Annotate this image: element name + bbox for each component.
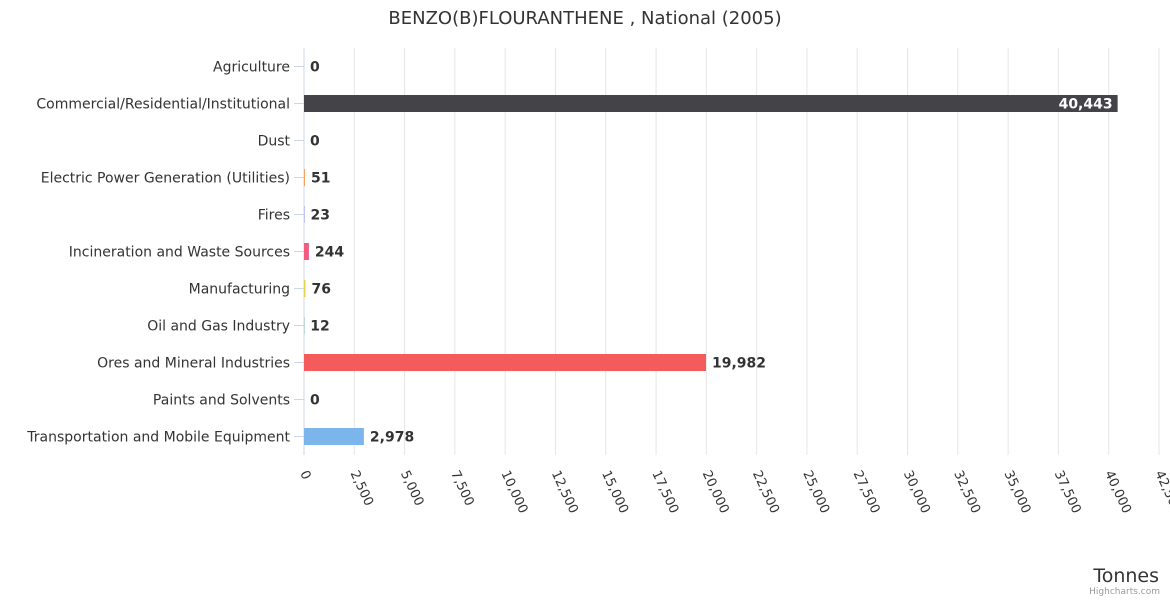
data-label: 0 xyxy=(310,393,320,409)
x-tick-label: 30,000 xyxy=(900,468,933,516)
category-label: Fires xyxy=(258,208,290,224)
data-label: 51 xyxy=(311,171,330,187)
bar[interactable] xyxy=(304,354,706,371)
data-label: 76 xyxy=(312,282,331,298)
bar[interactable] xyxy=(304,169,306,186)
data-label: 12 xyxy=(310,319,329,335)
x-tick-label: 32,500 xyxy=(950,468,983,516)
x-tick-label: 27,500 xyxy=(850,468,883,516)
bar[interactable] xyxy=(304,428,364,445)
credits-link[interactable]: Highcharts.com xyxy=(1089,587,1160,597)
category-label: Agriculture xyxy=(213,60,290,76)
category-label: Oil and Gas Industry xyxy=(147,319,290,335)
category-label: Incineration and Waste Sources xyxy=(69,245,290,261)
data-label: 40,443 xyxy=(1059,97,1113,113)
x-tick-label: 40,000 xyxy=(1101,468,1134,516)
data-label: 2,978 xyxy=(370,430,414,446)
category-label: Manufacturing xyxy=(189,282,290,298)
x-tick-label: 35,000 xyxy=(1000,468,1033,516)
x-tick-label: 20,000 xyxy=(699,468,732,516)
data-label: 23 xyxy=(310,208,329,224)
x-tick-label: 17,500 xyxy=(648,468,681,516)
x-tick-label: 22,500 xyxy=(749,468,782,516)
bar[interactable] xyxy=(304,95,1118,112)
category-labels: Agriculture Commercial/Residential/Instit… xyxy=(26,60,304,446)
x-tick-label: 7,500 xyxy=(447,468,476,508)
x-tick-label: 12,500 xyxy=(548,468,581,516)
category-label: Ores and Mineral Industries xyxy=(97,356,290,372)
category-label: Dust xyxy=(258,134,291,150)
x-axis-tick-labels: 0 2,500 5,000 7,500 10,000 12,500 15,000 17,500… xyxy=(296,468,1170,516)
data-label: 0 xyxy=(310,60,320,76)
chart-title: BENZO(B)FLOURANTHENE , National (2005) xyxy=(388,8,781,29)
category-label: Commercial/Residential/Institutional xyxy=(36,97,290,113)
x-tick-label: 2,500 xyxy=(347,468,376,508)
x-tick-label: 10,000 xyxy=(498,468,531,516)
data-label: 0 xyxy=(310,134,320,150)
data-label: 244 xyxy=(315,245,344,261)
x-tick-label: 0 xyxy=(296,468,313,482)
x-tick-label: 42,500 xyxy=(1151,468,1170,516)
value-axis-title: Tonnes xyxy=(1092,565,1159,587)
bar[interactable] xyxy=(304,280,306,297)
x-tick-label: 25,000 xyxy=(799,468,832,516)
category-label: Transportation and Mobile Equipment xyxy=(26,430,290,446)
bar[interactable] xyxy=(304,243,309,260)
x-tick-label: 15,000 xyxy=(598,468,631,516)
x-tick-label: 5,000 xyxy=(397,468,426,508)
category-label: Electric Power Generation (Utilities) xyxy=(41,171,290,187)
category-label: Paints and Solvents xyxy=(153,393,290,409)
data-labels: 0 40,443 0 51 23 244 76 12 19,982 0 2,978 xyxy=(310,60,1113,446)
x-tick-label: 37,500 xyxy=(1051,468,1084,516)
bars xyxy=(304,95,1118,445)
data-label: 19,982 xyxy=(712,356,766,372)
